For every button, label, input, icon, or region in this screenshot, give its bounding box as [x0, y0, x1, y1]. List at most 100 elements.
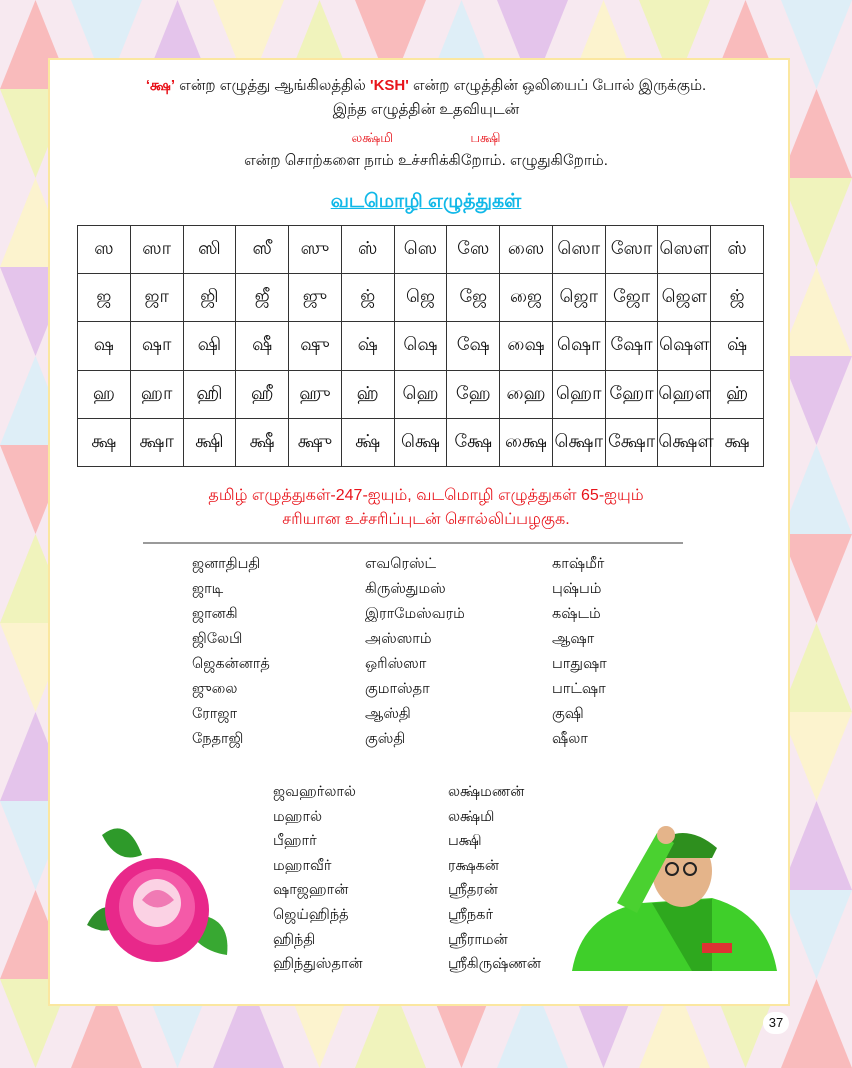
word-item: ரோஜா [192, 706, 238, 722]
word-item: காஷ்மீர் [552, 556, 605, 572]
background-triangle [781, 178, 852, 267]
word-item: ஜெய்ஹிந்த் [273, 907, 349, 923]
background-triangle [781, 890, 852, 979]
background-triangle [781, 534, 852, 623]
example-word: லக்ஷ்மி [351, 130, 394, 145]
intro-text: என்ற எழுத்து ஆங்கிலத்தில் [175, 77, 370, 94]
letter-cell: க்ஷீ [235, 417, 290, 468]
section-heading: வடமொழி எழுத்துகள் [0, 191, 852, 215]
word-item: பக்ஷி [448, 833, 482, 850]
intro-line-1: ‘க்ஷ’ என்ற எழுத்து ஆங்கிலத்தில் 'KSH' என… [0, 77, 852, 96]
letter-cell: ஷை [499, 321, 553, 371]
letter-cell: க்ஷி [182, 417, 237, 468]
background-triangle [497, 0, 568, 89]
letter-cell: ஹௌ [657, 369, 712, 419]
letter-cell: ஷோ [604, 321, 659, 371]
letter-cell: ஸ் [340, 224, 395, 275]
letter-cell: ஸீ [235, 224, 290, 275]
word-item: மஹால் [273, 808, 323, 825]
letter-cell: ஸோ [604, 224, 659, 275]
background-triangle [355, 0, 426, 89]
letter-cell: ஜி [182, 273, 237, 323]
letter-cell: ஜோ [604, 273, 659, 323]
letter-cell: ஸே [446, 224, 501, 275]
word-item: ஸ்ரீநகர் [448, 907, 494, 923]
word-item: ஜெகன்னாத் [192, 656, 270, 672]
letter-cell: ஜ் [710, 273, 764, 323]
letter-cell: ஸ் [710, 224, 764, 275]
letter-cell: ஷௌ [657, 321, 712, 371]
word-item: பீஹார் [273, 833, 317, 850]
intro-line-2: இந்த எழுத்தின் உதவியுடன் [332, 101, 520, 118]
word-item: கிருஸ்துமஸ் [365, 581, 446, 597]
letter-cell: ஷு [288, 321, 342, 371]
background-triangle [781, 445, 852, 534]
word-item: மஹாவீர் [273, 857, 332, 874]
letter-cell: ஷி [182, 321, 237, 371]
letter-cell: ஜு [288, 273, 342, 323]
background-triangle [71, 979, 142, 1068]
word-item: அஸ்ஸாம் [365, 631, 432, 647]
letter-cell: ஸை [499, 224, 553, 275]
letter-cell: ஷே [446, 321, 501, 371]
word-item: லக்ஷ்மணன் [448, 784, 525, 800]
word-item: ஜாடி [192, 581, 224, 597]
letter-cell: ஷொ [551, 321, 606, 371]
letter-cell: ஜீ [235, 273, 290, 323]
letter-cell: க்ஷோ [604, 417, 659, 468]
word-item: ஹிந்துஸ்தான் [273, 956, 363, 973]
letter-cell: ஜ [77, 273, 131, 323]
word-item: ஒரிஸ்ஸா [365, 656, 427, 672]
word-item: நேதாஜி [192, 731, 244, 747]
letter-cell: ஸா [129, 224, 184, 275]
example-words: லக்ஷ்மி பக்ஷி [0, 130, 852, 147]
instruction-line-1: தமிழ் எழுத்துகள்-247-ஐயும், வடமொழி எழுத்… [208, 487, 644, 504]
background-triangle [497, 979, 568, 1068]
letter-cell: ஹோ [604, 369, 659, 419]
letter-cell: ஸி [182, 224, 237, 275]
page-number: 37 [763, 1012, 789, 1034]
letter-cell: க்ஷை [499, 417, 553, 468]
letter-cell: ஹ் [710, 369, 764, 419]
word-item: குமாஸ்தா [365, 681, 430, 697]
background-triangle [781, 0, 852, 89]
word-item: ஜவஹர்லால் [273, 784, 356, 800]
letter-cell: ஜே [446, 273, 501, 323]
ksh-latin: 'KSH' [370, 77, 409, 94]
background-triangle [213, 979, 284, 1068]
word-item: எவரெஸ்ட் [365, 556, 437, 572]
word-item: ஸ்ரீராமன் [448, 931, 508, 948]
letter-cell: ஸொ [551, 224, 606, 275]
letter-cell: ஹு [288, 369, 342, 419]
background-triangle [781, 356, 852, 445]
letter-cell: ஜௌ [657, 273, 712, 323]
letter-row: ஷ ஷா ஷி ஷீ ஷு ஷ் ஷெ ஷே ஷை ஷொ ஷோ ஷௌ ஷ் [77, 321, 764, 371]
letter-cell: ஹீ [235, 369, 290, 419]
letter-cell: க்ஷ் [340, 417, 395, 468]
letter-row: ஸ ஸா ஸி ஸீ ஸு ஸ் ஸெ ஸே ஸை ஸொ ஸோ ஸௌ ஸ் [77, 224, 764, 275]
letter-row: ஜ ஜா ஜி ஜீ ஜு ஜ் ஜெ ஜே ஜை ஜொ ஜோ ஜௌ ஜ் [77, 273, 764, 323]
background-triangle [213, 0, 284, 89]
letter-cell: ஷெ [393, 321, 448, 371]
example-word: பக்ஷி [470, 130, 501, 145]
letter-cell: ஜொ [551, 273, 606, 323]
letter-cell: ஹொ [551, 369, 606, 419]
letter-cell: க்ஷ [710, 417, 764, 468]
background-triangle [781, 712, 852, 801]
background-triangle [639, 979, 710, 1068]
intro-line-3: என்ற சொற்களை நாம் உச்சரிக்கிறோம். எழுதுக… [244, 152, 608, 169]
letter-cell: ஜா [129, 273, 184, 323]
background-triangle [781, 89, 852, 178]
heading-text: வடமொழி எழுத்துகள் [330, 191, 522, 212]
letter-cell: ஹே [446, 369, 501, 419]
word-item: குஷி [552, 706, 584, 722]
word-item: ஆஷா [552, 631, 595, 647]
letter-cell: ஸௌ [657, 224, 712, 275]
letter-cell: ஜெ [393, 273, 448, 323]
instruction-line-2: சரியான உச்சரிப்புடன் சொல்லிப்பழகுக. [282, 511, 570, 528]
background-triangle [639, 0, 710, 89]
letter-cell: ஷ் [710, 321, 764, 371]
letter-cell: க்ஷொ [551, 417, 606, 468]
letter-cell: க்ஷௌ [657, 417, 714, 468]
letter-cell: ஷ் [340, 321, 395, 371]
